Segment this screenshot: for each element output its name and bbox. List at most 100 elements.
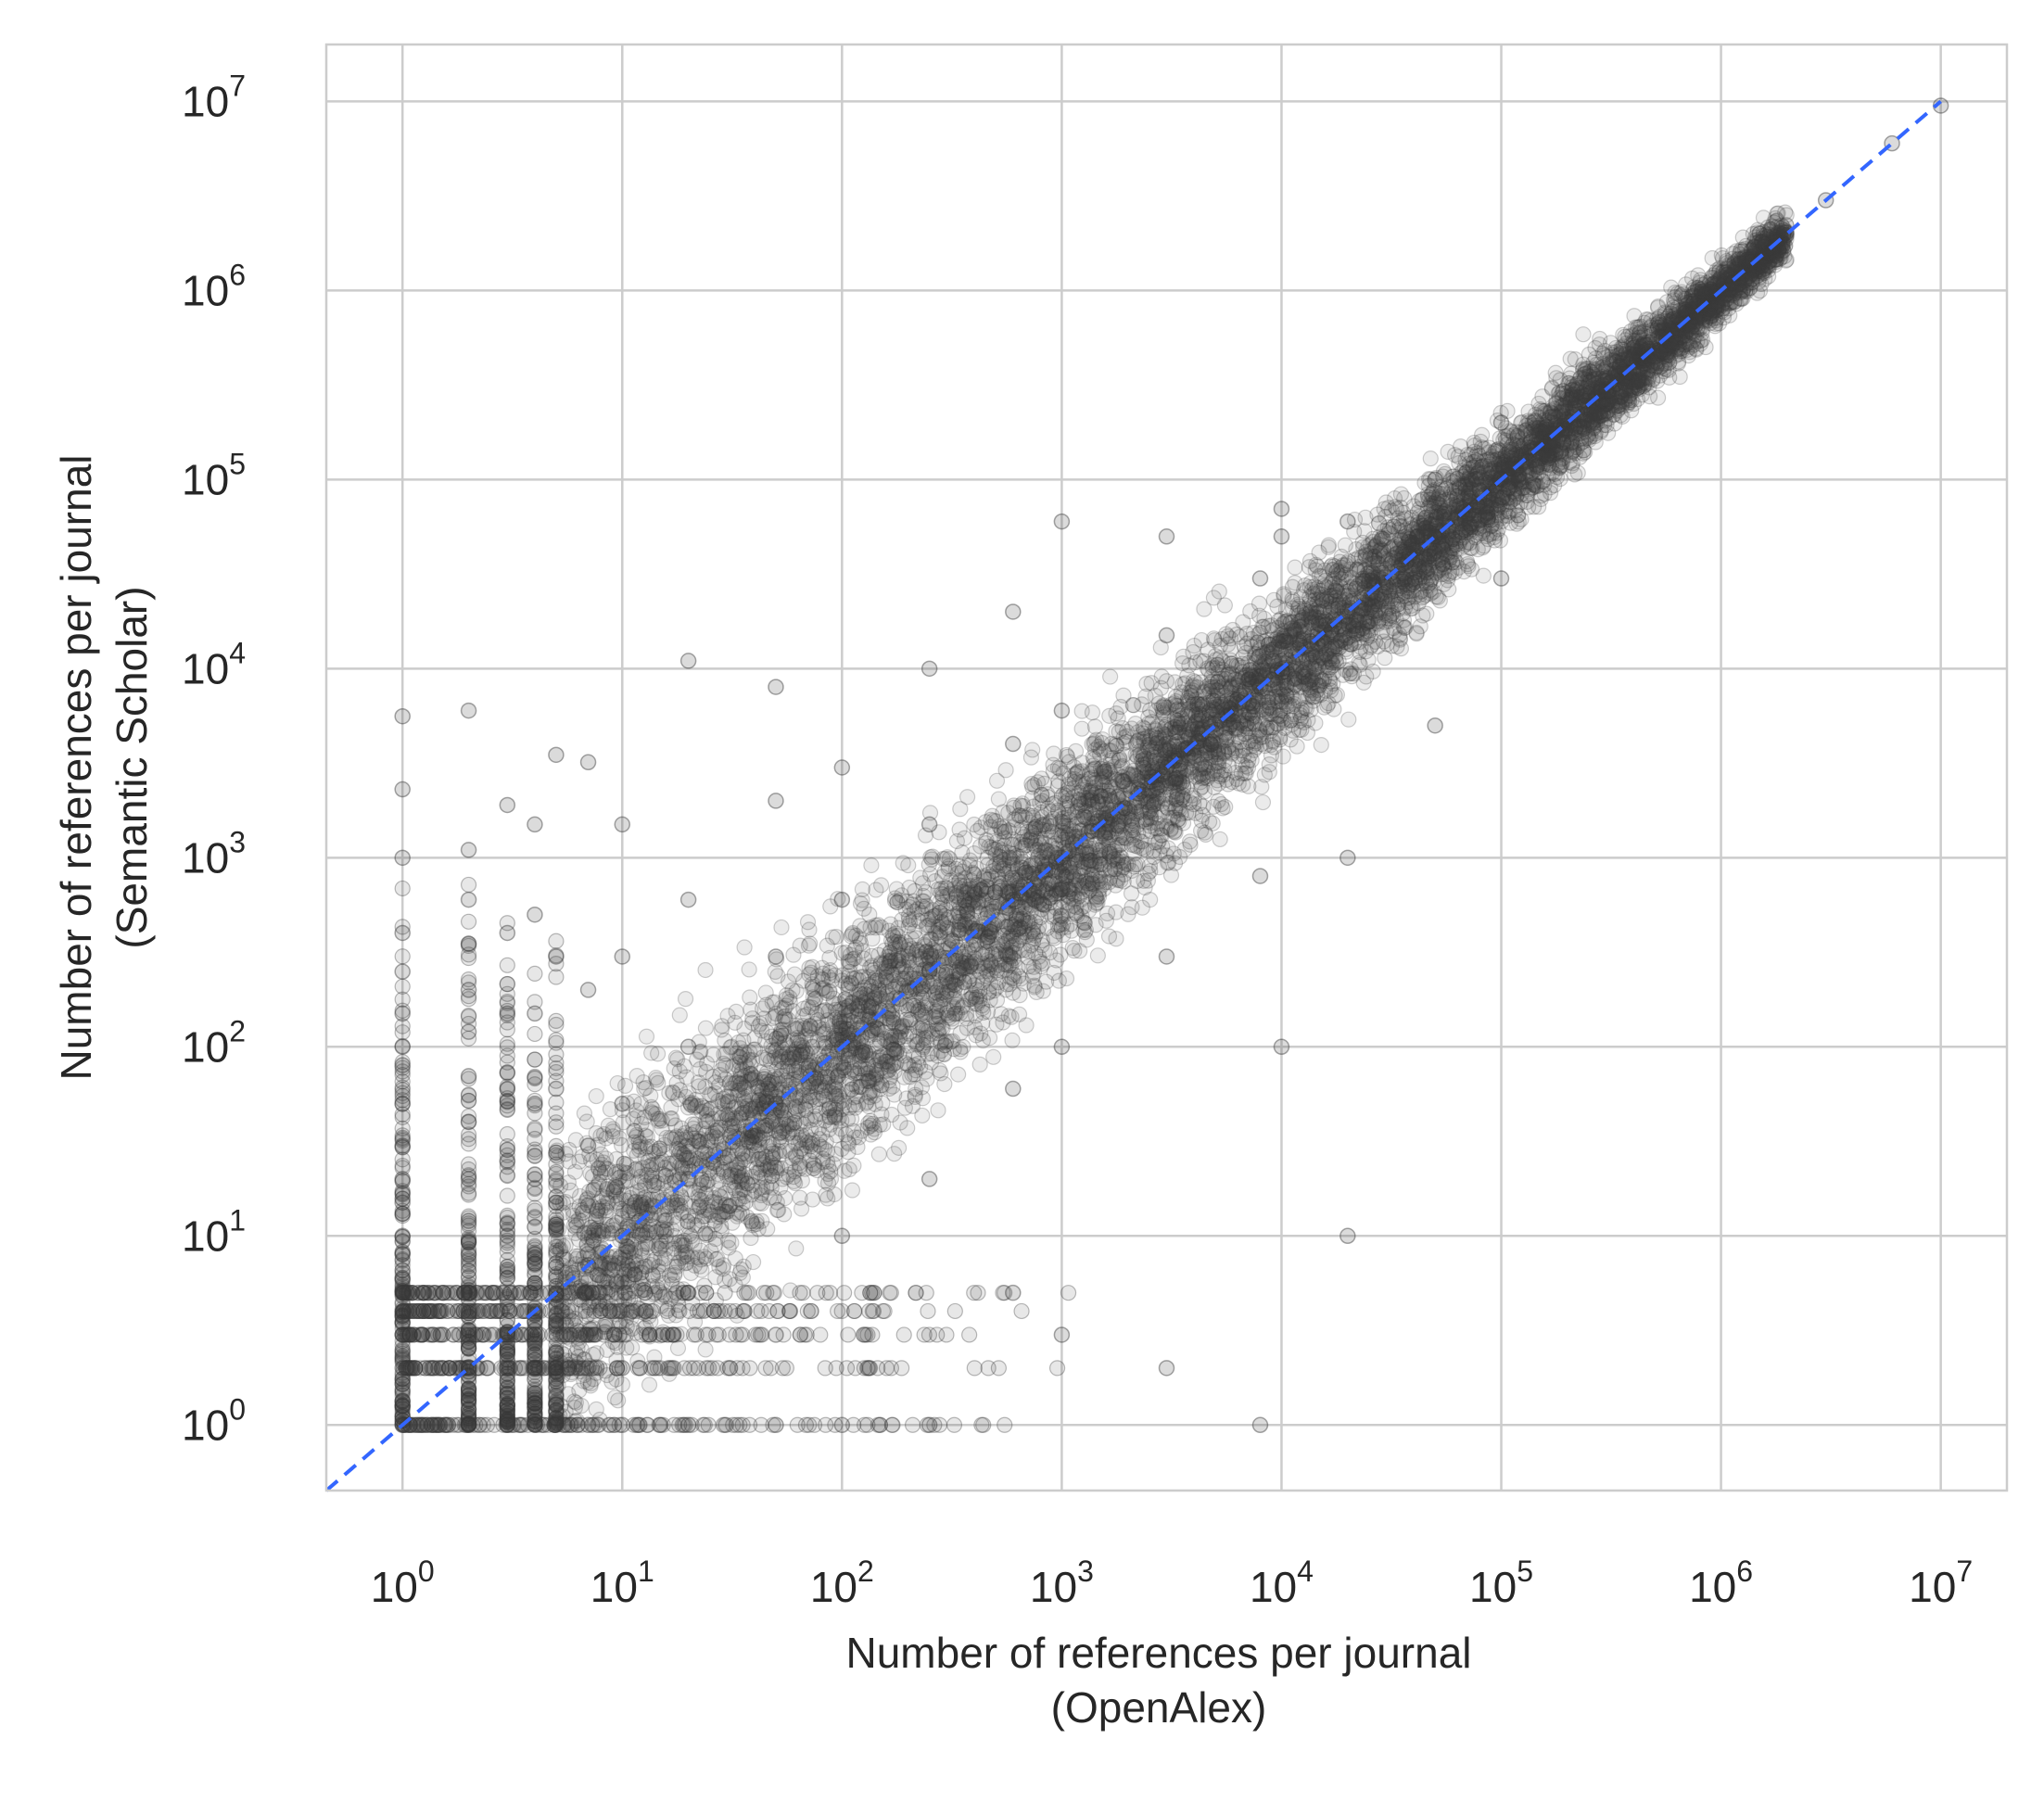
scatter-point: [557, 1146, 574, 1162]
scatter-point: [882, 945, 898, 961]
scatter-point: [921, 805, 939, 821]
scatter-point: [752, 1169, 768, 1186]
scatter-point: [548, 1080, 565, 1098]
scatter-point: [1474, 458, 1491, 475]
scatter-point: [460, 935, 477, 953]
scatter-point: [559, 1361, 576, 1377]
scatter-point: [394, 1302, 411, 1320]
scatter-point: [1152, 639, 1169, 656]
scatter-point: [768, 679, 784, 695]
scatter-point: [751, 1136, 768, 1153]
scatter-point: [709, 1122, 727, 1138]
scatter-point: [614, 1416, 631, 1434]
scatter-point: [1174, 688, 1190, 704]
scatter-point: [1069, 846, 1085, 864]
scatter-point: [920, 1416, 938, 1434]
scatter-point: [984, 924, 1000, 941]
scatter-point: [548, 1360, 565, 1377]
scatter-point: [1318, 645, 1335, 662]
scatter-point: [394, 1038, 411, 1056]
scatter-point: [1389, 540, 1406, 557]
scatter-point: [1461, 455, 1478, 472]
scatter-point: [1005, 1080, 1022, 1098]
scatter-point: [863, 857, 880, 874]
scatter-point: [1497, 503, 1514, 520]
scatter-point: [671, 1007, 688, 1023]
scatter-point: [460, 982, 477, 998]
scatter-point: [394, 780, 411, 798]
scatter-point: [1273, 501, 1290, 517]
scatter-point: [460, 842, 477, 858]
scatter-point: [579, 1326, 597, 1343]
scatter-point: [833, 1227, 851, 1245]
scatter-point: [1751, 225, 1769, 242]
scatter-point: [1158, 948, 1175, 965]
scatter-point: [920, 660, 938, 678]
scatter-point: [1379, 519, 1396, 536]
scatter-point: [1005, 735, 1022, 753]
scatter-point: [1273, 1038, 1290, 1056]
scatter-point: [1465, 454, 1482, 471]
scatter-point: [394, 1095, 411, 1112]
scatter-point: [1320, 537, 1338, 553]
scatter-point: [692, 1177, 708, 1194]
scatter-point: [499, 924, 516, 942]
scatter-point: [679, 1284, 697, 1301]
scatter-point: [548, 1194, 565, 1212]
data-points: [394, 97, 1949, 1434]
scatter-point: [394, 849, 411, 867]
scatter-point: [499, 1269, 516, 1287]
scatter-point: [1576, 397, 1593, 413]
scatter-point: [618, 1238, 636, 1255]
scatter-point: [571, 1291, 588, 1308]
scatter-point: [679, 891, 697, 908]
scatter-point: [548, 948, 565, 965]
scatter-point: [527, 1171, 543, 1187]
scatter-point: [460, 1326, 477, 1343]
scatter-point: [832, 1055, 849, 1072]
scatter-point: [499, 1227, 516, 1245]
scatter-point: [1708, 283, 1724, 299]
scatter-point: [1216, 597, 1233, 614]
scatter-point: [1102, 668, 1119, 685]
scatter-point: [394, 1171, 411, 1187]
scatter-point: [1085, 876, 1101, 893]
scatter-point: [918, 1034, 934, 1051]
scatter-point: [592, 1146, 609, 1162]
scatter-point: [717, 1196, 735, 1212]
scatter-point: [499, 1416, 516, 1434]
scatter-point: [1204, 766, 1221, 782]
scatter-point: [1021, 806, 1037, 823]
scatter-point: [990, 943, 1008, 959]
scatter-point: [527, 1360, 543, 1377]
scatter-point: [1237, 717, 1254, 735]
scatter-point: [868, 882, 884, 898]
scatter-point: [527, 1246, 543, 1263]
scatter-point: [603, 1225, 620, 1241]
scatter-point: [1492, 570, 1510, 587]
scatter-point: [394, 1269, 411, 1287]
scatter-point: [527, 1005, 543, 1022]
scatter-point: [1073, 720, 1090, 737]
scatter-point: [559, 1328, 577, 1345]
scatter-point: [579, 982, 597, 998]
scatter-point: [460, 1212, 477, 1229]
scatter-point: [1427, 717, 1443, 734]
scatter-point: [1422, 581, 1439, 599]
scatter-point: [1340, 711, 1357, 728]
scatter-point: [1034, 850, 1050, 867]
scatter-point: [1475, 567, 1492, 584]
scatter-point: [1553, 442, 1569, 459]
scatter-point: [679, 653, 697, 669]
scatter-point: [1254, 793, 1272, 811]
scatter-point: [1158, 1360, 1175, 1377]
scatter-point: [394, 924, 411, 942]
scatter-point: [499, 1152, 516, 1169]
scatter-point: [1252, 667, 1269, 685]
scatter-point: [1031, 880, 1047, 896]
scatter-point: [571, 1153, 588, 1170]
scatter-point: [1111, 847, 1127, 864]
scatter-point: [1005, 1284, 1022, 1301]
scatter-point: [844, 971, 862, 987]
scatter-point: [394, 1057, 411, 1073]
